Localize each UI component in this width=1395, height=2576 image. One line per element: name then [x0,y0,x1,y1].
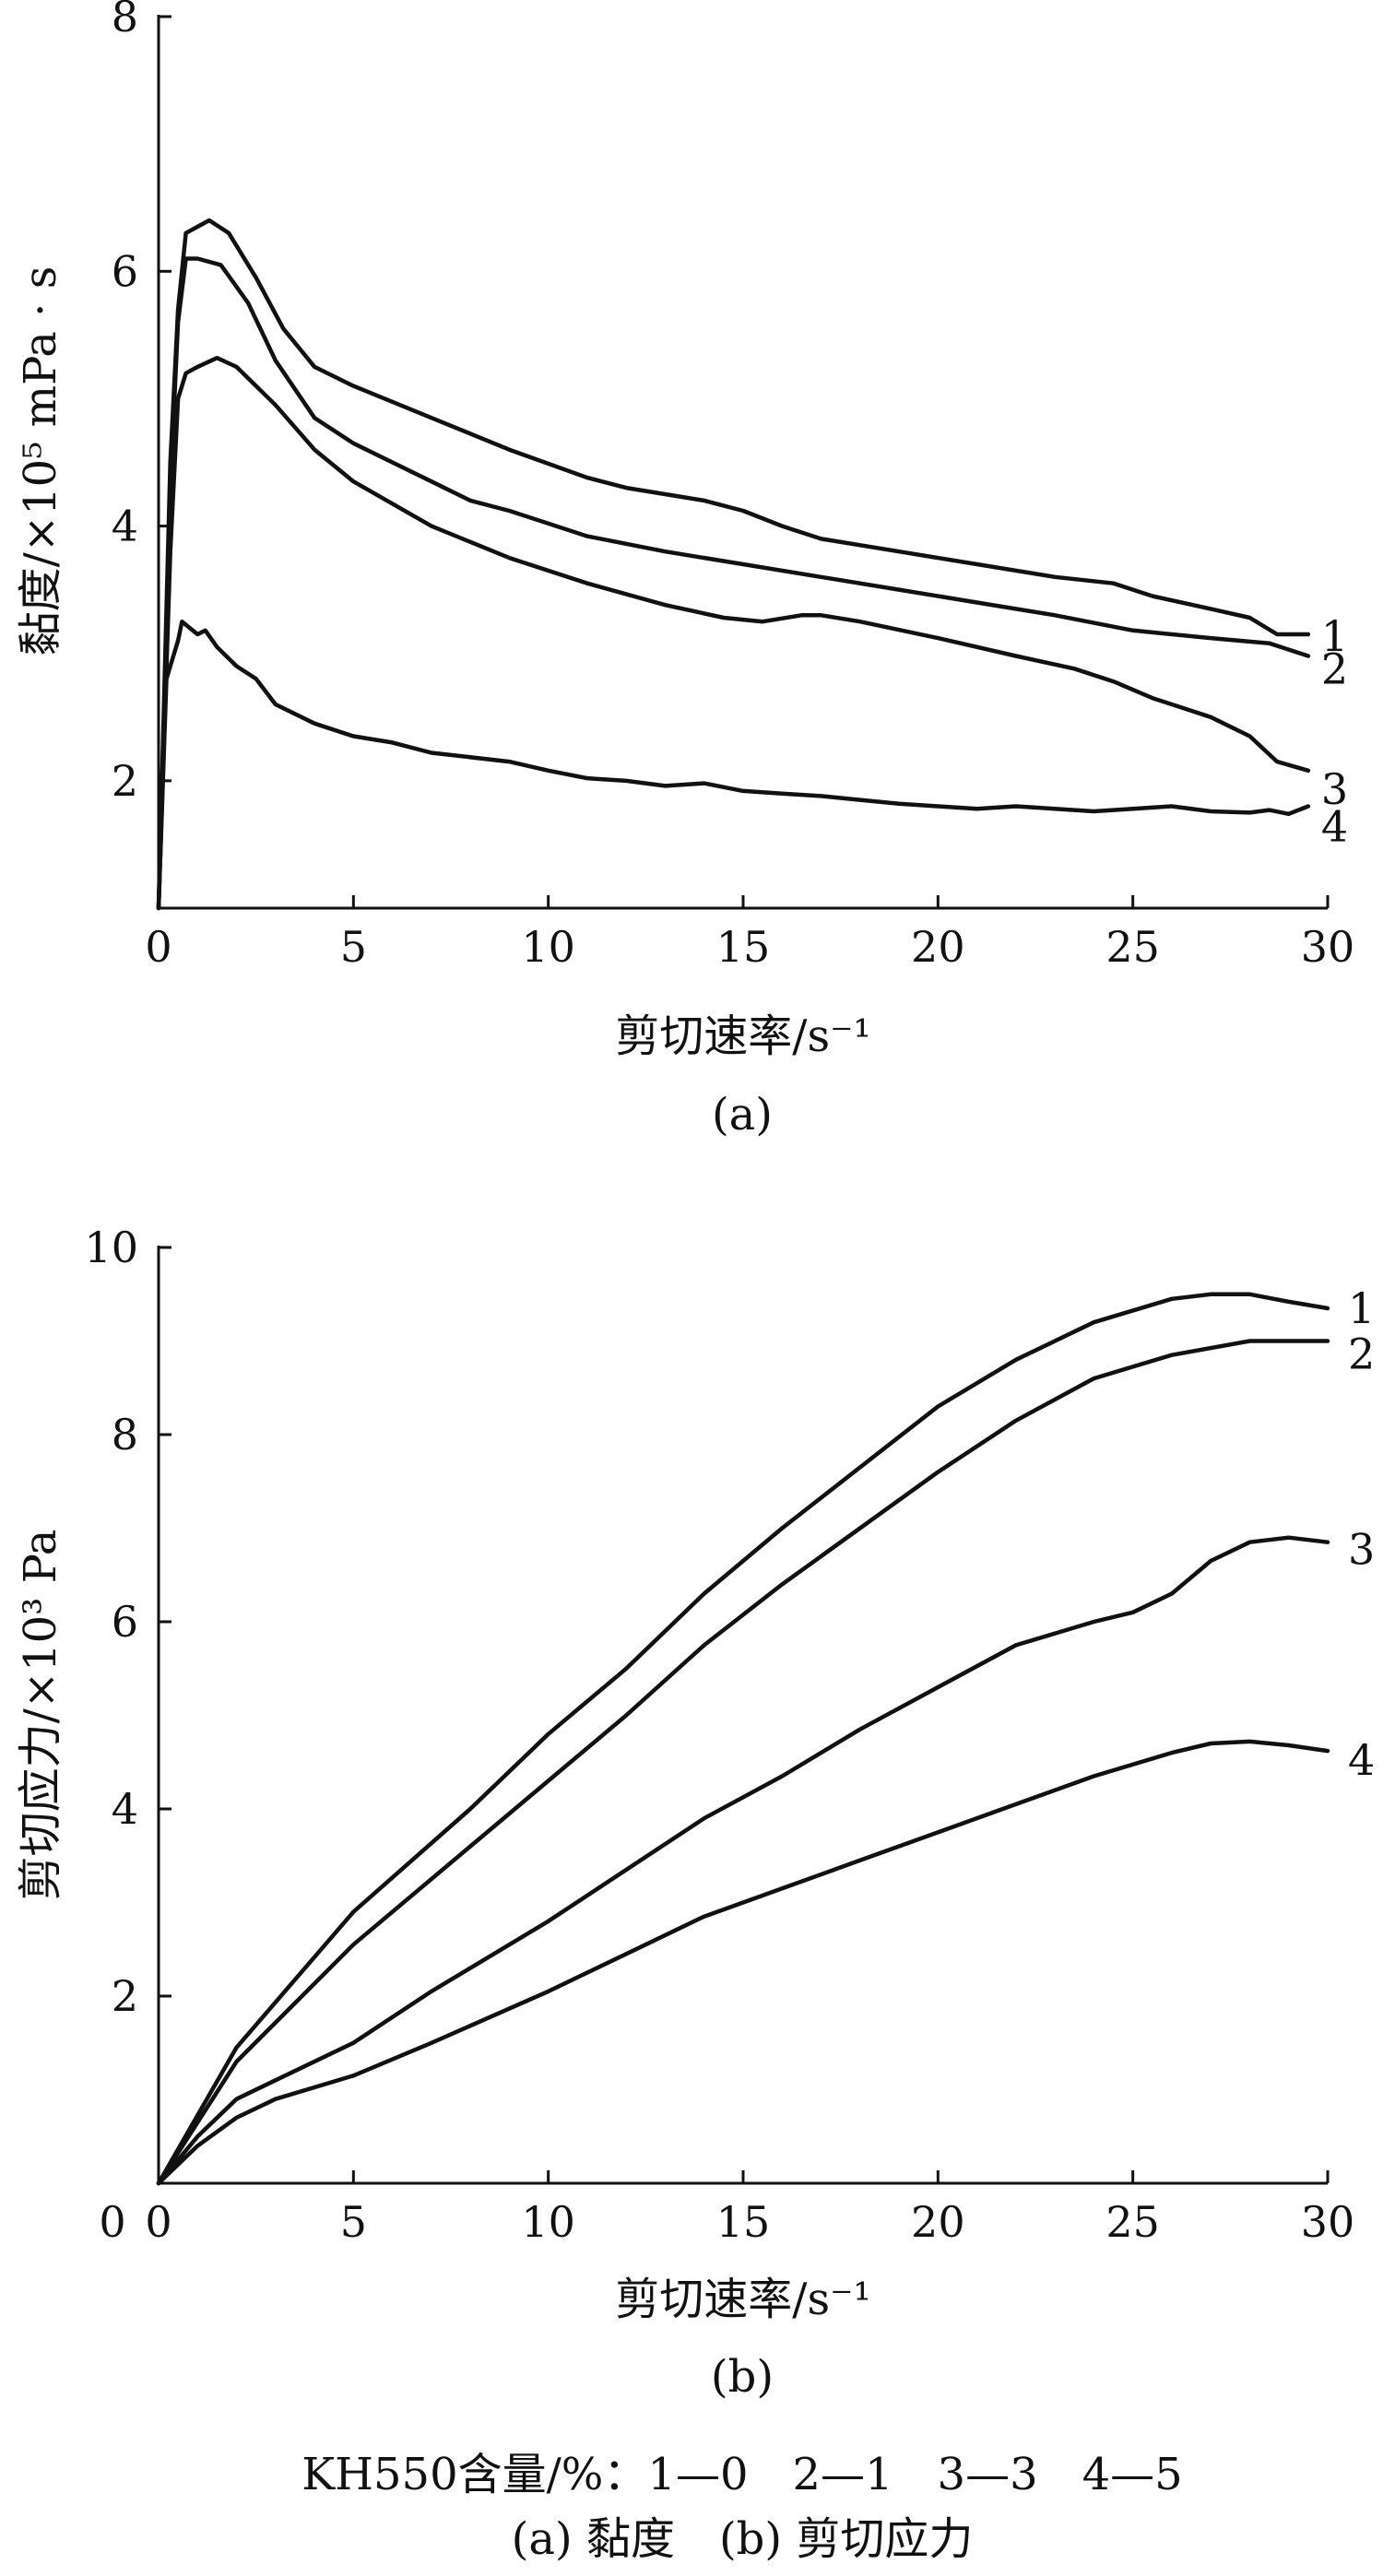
chart-panel-b: 0 5 10 15 20 25 30 0 2 4 6 8 10 剪切速率/s⁻¹ 剪切应力/×10³ Pa 1… [15,1223,1375,2325]
panel-a-series-line-2 [156,256,1311,911]
panel-a-x-axis-title: 剪切速率/s⁻¹ [615,1010,870,1062]
panel-a-x-tick-label: 20 [911,922,965,972]
panel-b-series-line-4 [156,1739,1330,2186]
panel-b-y-tick-label: 6 [112,1597,138,1647]
panel-a-series-label-3: 3 [1321,764,1348,814]
panel-b-x-axis-title: 剪切速率/s⁻¹ [615,2274,870,2325]
panel-b-series-line-1 [156,1292,1330,2186]
panel-a-series-line-1 [156,218,1311,911]
panel-a-x-tick-label: 10 [521,922,575,972]
legend-text: KH550含量/%：1—0 2—1 3—3 4—5 [301,2449,1182,2500]
panel-b-y-tick-label: 8 [112,1410,138,1459]
panel-a-series-label-4: 4 [1321,801,1348,851]
panel-b-x-tick-label: 15 [716,2197,771,2247]
panel-b-series-label-1: 1 [1348,1283,1375,1333]
panel-a-y-tick-label: 8 [112,0,138,41]
panel-a-x-tick-label: 25 [1105,922,1160,972]
panel-b-series-line-2 [156,1339,1330,2186]
panel-b-y-tick-label: 0 [99,2197,125,2247]
panel-a-y-axis-title: 黏度/×10⁵ mPa · s [15,266,66,656]
panel-b-series-line-3 [156,1535,1330,2186]
panel-a-y-tick-label: 2 [112,756,138,806]
panel-b-x-tick-label: 25 [1105,2197,1160,2247]
panel-b-x-tick-label: 5 [340,2197,367,2247]
panel-a-caption: (a) [712,1089,773,1140]
panel-b-series-label-3: 3 [1348,1525,1375,1575]
panel-a-series-label-2: 2 [1321,644,1348,693]
panel-a-x-tick-label: 15 [716,922,771,972]
panel-b-x-tick-label: 20 [911,2197,965,2247]
panel-b-x-tick-label: 10 [521,2197,575,2247]
panel-a-x-tick-label: 30 [1301,922,1355,972]
panel-a-x-tick-label: 0 [145,922,171,972]
panel-b-caption: (b) [711,2351,774,2403]
figure-caption: (a) 黏度 (b) 剪切应力 [512,2513,974,2565]
panel-b-series-label-4: 4 [1348,1735,1375,1785]
panel-a-series-line-3 [156,355,1311,911]
panel-a-y-tick-label: 6 [112,246,138,296]
panel-a-series-line-4 [156,619,1311,911]
panel-a-y-tick-label: 4 [112,502,138,551]
panel-b-y-tick-label: 2 [112,1971,138,2021]
panel-a-x-tick-label: 5 [340,922,367,972]
panel-b-series-label-2: 2 [1348,1329,1375,1379]
panel-b-y-tick-label: 4 [112,1784,138,1834]
chart-panel-a: 0 5 10 15 20 25 30 2 4 6 8 剪切速率/s⁻¹ 黏度/×10⁵ mPa · s 1… [15,0,1354,1062]
panel-a-series-label-1: 1 [1321,611,1348,661]
panel-b-y-tick-label: 10 [84,1223,138,1272]
panel-b-x-tick-label: 30 [1301,2197,1355,2247]
panel-b-x-tick-label: 0 [145,2197,171,2247]
panel-b-y-axis-title: 剪切应力/×10³ Pa [15,1530,66,1901]
